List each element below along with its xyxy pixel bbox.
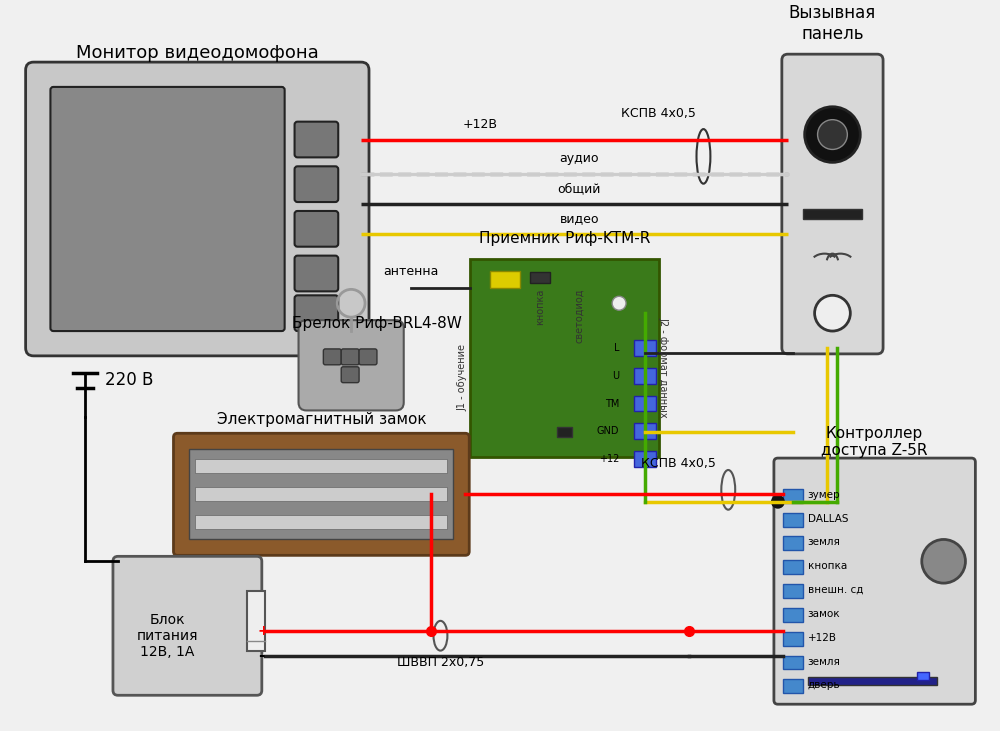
Text: -: -	[258, 648, 264, 663]
Bar	[783, 512, 803, 526]
FancyBboxPatch shape	[323, 349, 341, 365]
Text: U: U	[612, 371, 619, 381]
Text: Приемник Риф-KTM-R: Приемник Риф-KTM-R	[479, 231, 650, 246]
Bar	[803, 209, 862, 219]
Text: зумер: зумер	[808, 490, 840, 500]
Text: GND: GND	[597, 426, 619, 436]
Bar	[634, 423, 656, 439]
Text: дверь: дверь	[808, 681, 840, 690]
Text: видео: видео	[560, 212, 599, 225]
Bar	[634, 451, 656, 467]
FancyBboxPatch shape	[26, 62, 369, 356]
FancyBboxPatch shape	[774, 458, 975, 704]
FancyBboxPatch shape	[299, 320, 404, 410]
Bar	[490, 270, 520, 289]
Text: Вызывная
панель: Вызывная панель	[789, 4, 876, 43]
Bar	[634, 368, 656, 384]
Circle shape	[815, 295, 850, 331]
FancyBboxPatch shape	[782, 54, 883, 354]
Bar	[557, 428, 572, 437]
FancyBboxPatch shape	[50, 87, 285, 331]
FancyBboxPatch shape	[470, 259, 659, 457]
Text: внешн. сд: внешн. сд	[808, 585, 863, 595]
Bar	[783, 679, 803, 693]
Bar	[783, 656, 803, 670]
Text: земля: земля	[808, 656, 841, 667]
Bar	[247, 591, 265, 651]
Text: J1 - обучение: J1 - обучение	[457, 344, 467, 412]
Text: ШВВП 2х0,75: ШВВП 2х0,75	[397, 656, 484, 669]
Text: Брелок Риф-BRL4-8W: Брелок Риф-BRL4-8W	[292, 316, 461, 330]
FancyBboxPatch shape	[295, 121, 338, 157]
Circle shape	[805, 107, 860, 162]
FancyBboxPatch shape	[113, 556, 262, 695]
Text: J2 - формат данных: J2 - формат данных	[659, 317, 669, 418]
FancyBboxPatch shape	[359, 349, 377, 365]
Bar	[783, 560, 803, 574]
Text: Блок
питания
12В, 1А: Блок питания 12В, 1А	[137, 613, 198, 659]
Bar	[783, 489, 803, 503]
Bar	[783, 537, 803, 550]
Bar	[189, 449, 453, 539]
Text: общий: общий	[558, 182, 601, 195]
Bar	[634, 395, 656, 412]
FancyBboxPatch shape	[295, 256, 338, 292]
Bar	[917, 673, 929, 681]
Text: +: +	[258, 624, 269, 637]
FancyBboxPatch shape	[341, 367, 359, 382]
Text: L: L	[614, 343, 619, 353]
Bar	[783, 632, 803, 645]
Text: +12В: +12В	[808, 633, 837, 643]
FancyBboxPatch shape	[173, 433, 469, 556]
Text: аудио: аудио	[560, 152, 599, 165]
Bar	[783, 584, 803, 598]
Bar	[634, 340, 656, 356]
Text: КСПВ 4х0,5: КСПВ 4х0,5	[621, 107, 696, 120]
Text: DALLAS: DALLAS	[808, 514, 848, 523]
FancyBboxPatch shape	[341, 349, 359, 365]
Text: +12: +12	[599, 454, 619, 464]
FancyBboxPatch shape	[295, 295, 338, 331]
Text: 220 В: 220 В	[105, 371, 153, 389]
Text: светодиод: светодиод	[574, 289, 584, 343]
Bar	[783, 608, 803, 622]
Text: антенна: антенна	[383, 265, 438, 279]
Circle shape	[922, 539, 965, 583]
Bar	[195, 487, 447, 501]
Text: кнопка: кнопка	[535, 289, 545, 325]
Text: земля: земля	[808, 537, 841, 548]
Circle shape	[771, 495, 785, 509]
Text: Монитор видеодомофона: Монитор видеодомофона	[76, 44, 319, 62]
Circle shape	[612, 296, 626, 310]
Bar	[808, 678, 937, 686]
Bar	[530, 271, 550, 284]
Bar	[195, 515, 447, 529]
Text: +12В: +12В	[463, 118, 498, 131]
Text: Контроллер
доступа Z-5R: Контроллер доступа Z-5R	[821, 426, 927, 458]
Bar	[195, 459, 447, 473]
Text: TM: TM	[605, 398, 619, 409]
FancyBboxPatch shape	[295, 167, 338, 202]
Text: КСПВ 4х0,5: КСПВ 4х0,5	[641, 457, 716, 470]
Text: замок: замок	[808, 609, 840, 619]
FancyBboxPatch shape	[295, 211, 338, 246]
Text: Электромагнитный замок: Электромагнитный замок	[217, 412, 426, 427]
Text: кнопка: кнопка	[808, 561, 847, 571]
Circle shape	[818, 120, 847, 149]
